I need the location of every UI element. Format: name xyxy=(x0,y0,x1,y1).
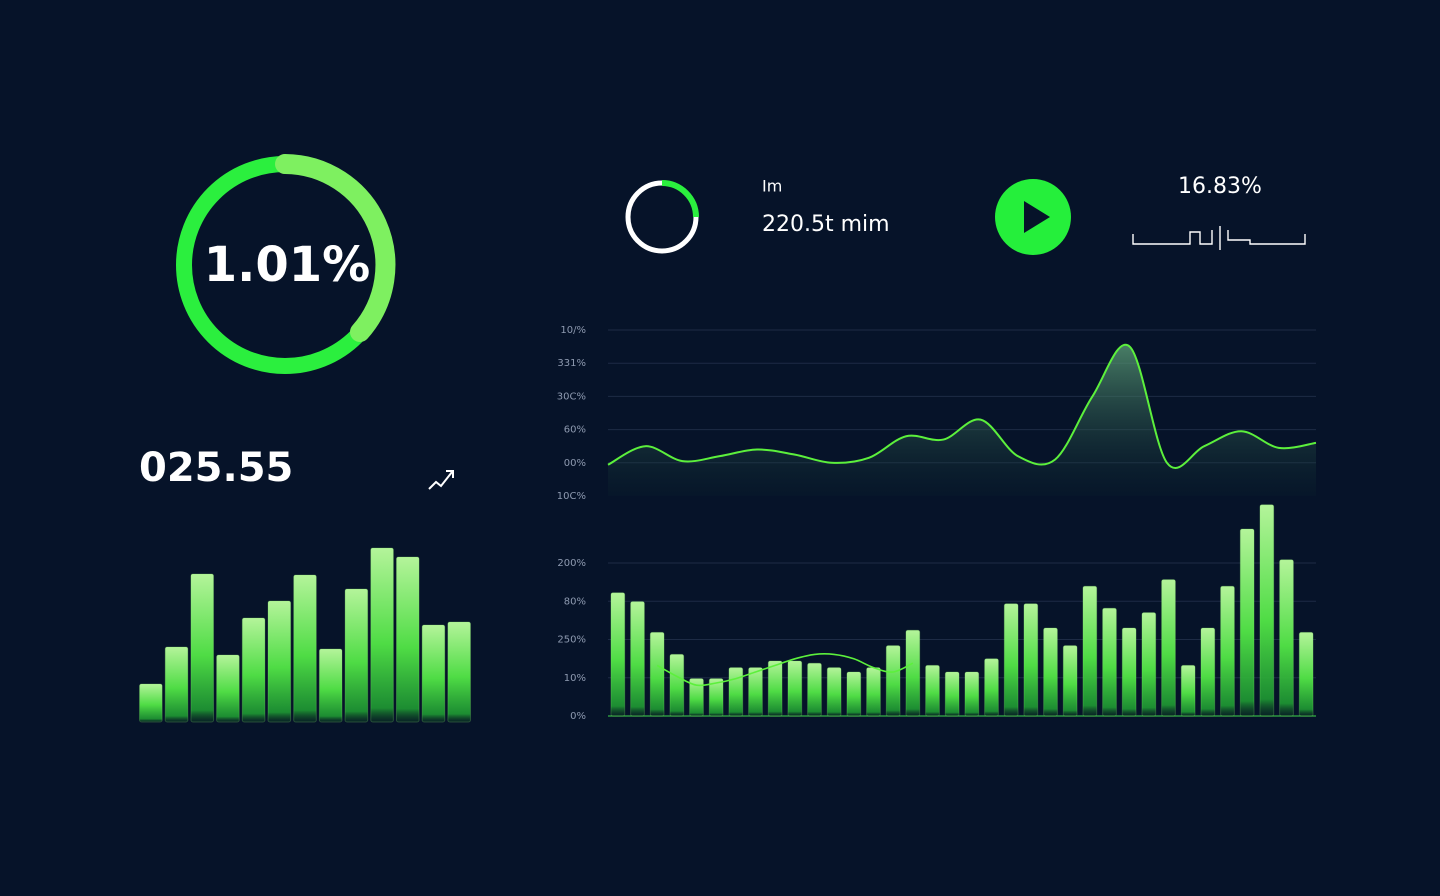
bar xyxy=(826,667,842,717)
y-tick-label: 200% xyxy=(557,558,586,569)
bar xyxy=(318,648,343,723)
bar xyxy=(925,664,940,717)
bar xyxy=(421,624,446,723)
sparkline xyxy=(1132,226,1306,250)
overlay-line xyxy=(656,653,914,687)
bar xyxy=(885,645,901,717)
bar xyxy=(447,621,471,723)
y-tick-label: 80% xyxy=(564,596,586,607)
stat-label: Im xyxy=(762,177,782,196)
bar xyxy=(630,601,645,717)
bar xyxy=(1141,612,1157,717)
bar xyxy=(267,600,292,723)
y-tick-label: 331% xyxy=(557,358,586,369)
y-tick-label: 0% xyxy=(570,711,586,722)
bar xyxy=(1259,504,1275,717)
y-tick-label: 10/% xyxy=(560,325,586,336)
y-tick-label: 30C% xyxy=(557,391,586,402)
y-tick-label: 10C% xyxy=(557,491,586,502)
bar xyxy=(1298,631,1314,717)
bar xyxy=(1220,585,1235,717)
bar xyxy=(1062,645,1078,717)
bar xyxy=(846,671,862,717)
bar xyxy=(190,573,215,723)
bar xyxy=(748,667,763,717)
bar xyxy=(216,654,240,723)
gauge-arc xyxy=(275,154,396,342)
area xyxy=(608,344,1316,496)
bar xyxy=(1161,579,1176,717)
bar xyxy=(708,678,724,717)
play-icon[interactable] xyxy=(1024,201,1050,233)
bar xyxy=(1279,559,1294,717)
stat-value: 220.5t mim xyxy=(762,212,890,237)
bar xyxy=(395,556,420,723)
bar xyxy=(370,547,394,723)
bar xyxy=(1180,664,1196,717)
y-tick-label: 60% xyxy=(564,425,586,436)
y-tick-label: 250% xyxy=(557,635,586,646)
line xyxy=(607,343,1317,469)
trend-icon xyxy=(428,470,454,490)
play-button[interactable] xyxy=(995,179,1071,255)
gauge: 1.01% xyxy=(176,154,396,374)
bar xyxy=(610,592,626,717)
bar xyxy=(1102,607,1117,717)
bar xyxy=(728,667,744,717)
bar xyxy=(139,683,163,723)
bar xyxy=(984,658,999,717)
bar xyxy=(866,667,881,717)
stat-percent: 16.83% xyxy=(1178,174,1262,199)
bar xyxy=(1121,627,1137,717)
bar xyxy=(689,678,704,717)
bar xyxy=(1003,603,1019,717)
y-tick-label: 10% xyxy=(564,673,586,684)
bar xyxy=(241,617,266,723)
bar xyxy=(1082,585,1098,717)
bar xyxy=(344,588,369,723)
progress-arc xyxy=(661,180,699,218)
bar xyxy=(944,671,960,717)
bar xyxy=(669,653,685,717)
kpi-value: 025.55 xyxy=(139,445,293,491)
bar xyxy=(649,631,665,717)
bar xyxy=(807,662,822,717)
bar xyxy=(1023,603,1039,717)
bar xyxy=(1043,627,1058,717)
bar xyxy=(1200,627,1216,717)
bar xyxy=(164,646,189,723)
y-tick-label: 00% xyxy=(564,458,586,469)
bar xyxy=(905,629,921,717)
bar xyxy=(767,660,783,717)
bar xyxy=(1239,528,1255,717)
gauge-label: 1.01% xyxy=(204,237,371,293)
bar xyxy=(787,660,803,717)
bar xyxy=(964,671,980,717)
bar xyxy=(293,574,317,723)
